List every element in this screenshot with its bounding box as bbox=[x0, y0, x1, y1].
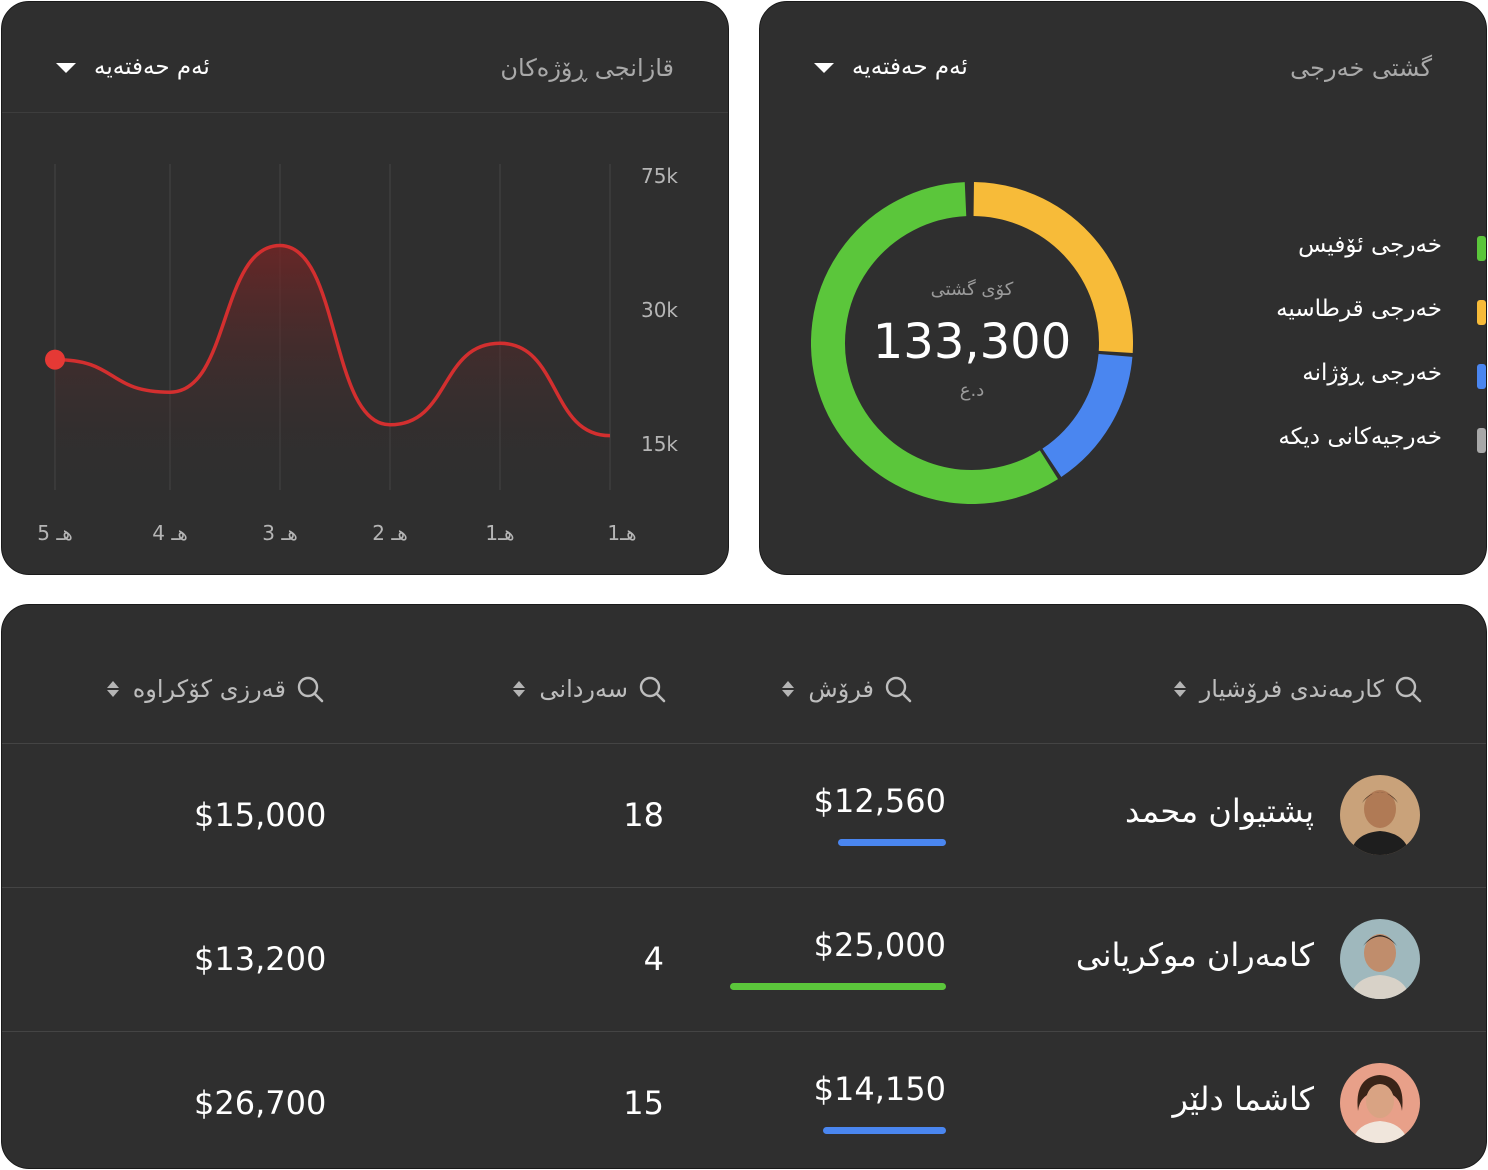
legend-item-daily[interactable]: خەرجی ڕۆژانە bbox=[1186, 360, 1486, 424]
donut-slice[interactable] bbox=[811, 182, 1058, 504]
period-dropdown[interactable]: ئەم حەفتەیە bbox=[814, 54, 968, 80]
column-header-employee[interactable]: کارمەندی فرۆشیار bbox=[1173, 675, 1422, 703]
sales-table-card: کارمەندی فرۆشیار فرۆش سەردانی قەرزی کۆکر… bbox=[1, 604, 1487, 1169]
legend-item-stationery[interactable]: خەرجی قرطاسیە bbox=[1186, 296, 1486, 360]
table-header: کارمەندی فرۆشیار فرۆش سەردانی قەرزی کۆکر… bbox=[2, 605, 1486, 744]
employee-name: پشتیوان محمد bbox=[1125, 792, 1314, 830]
debt-value: $13,200 bbox=[194, 940, 327, 978]
employee-name: کامەران موکریانی bbox=[1075, 936, 1314, 974]
legend-swatch bbox=[1477, 364, 1486, 389]
start-point-marker[interactable] bbox=[45, 349, 65, 370]
caret-down-icon bbox=[814, 63, 834, 73]
column-label: فرۆش bbox=[808, 675, 874, 703]
debt-value: $15,000 bbox=[194, 796, 327, 834]
search-icon[interactable] bbox=[884, 675, 912, 703]
legend-swatch bbox=[1477, 428, 1486, 453]
avatar bbox=[1340, 1063, 1420, 1143]
legend-label: خەرجی ئۆفیس bbox=[1298, 232, 1442, 258]
sort-icon[interactable] bbox=[513, 680, 526, 698]
series-line bbox=[54, 243, 611, 438]
y-tick-label: 75k bbox=[641, 164, 678, 188]
sales-progress-bar bbox=[838, 839, 946, 846]
column-label: سەردانی bbox=[539, 675, 628, 703]
sales-progress-bar bbox=[822, 1127, 946, 1134]
total-unit: د.ع bbox=[959, 380, 985, 401]
x-tick-label: 1هـ bbox=[485, 521, 514, 545]
visits-value: 15 bbox=[623, 1084, 664, 1122]
donut-slice[interactable] bbox=[973, 182, 1133, 353]
sales-value: $12,560 bbox=[813, 782, 946, 820]
column-label: کارمەندی فرۆشیار bbox=[1199, 675, 1384, 703]
area-fill bbox=[55, 245, 610, 490]
avatar bbox=[1340, 775, 1420, 855]
period-label: ئەم حەفتەیە bbox=[852, 54, 968, 80]
donut-center: کۆی گشتی 133,300 د.ع bbox=[811, 182, 1133, 504]
card-title: قازانجی ڕۆژەکان bbox=[500, 54, 674, 82]
total-caption: کۆی گشتی bbox=[930, 279, 1014, 300]
sort-icon[interactable] bbox=[106, 680, 119, 698]
y-tick-label: 30k bbox=[641, 298, 678, 322]
donut-slice[interactable] bbox=[1042, 353, 1133, 477]
search-icon[interactable] bbox=[638, 675, 666, 703]
x-tick-label: 2 هـ bbox=[372, 521, 408, 545]
visits-value: 4 bbox=[643, 940, 664, 978]
visits-value: 18 bbox=[623, 796, 664, 834]
legend-label: خەرجی قرطاسیە bbox=[1276, 296, 1442, 322]
total-value: 133,300 bbox=[872, 314, 1072, 370]
table-row[interactable]: کامەران موکریانی $25,000 4 $13,200 bbox=[2, 888, 1486, 1032]
x-tick-label: 3 هـ bbox=[262, 521, 298, 545]
search-icon[interactable] bbox=[1394, 675, 1422, 703]
period-dropdown[interactable]: ئەم حەفتەیە bbox=[56, 54, 210, 80]
y-tick-label: 15k bbox=[641, 432, 678, 456]
legend-swatch bbox=[1477, 236, 1486, 261]
legend-label: خەرجیەکانی دیکە bbox=[1278, 424, 1442, 450]
search-icon[interactable] bbox=[296, 675, 324, 703]
sales-value: $25,000 bbox=[813, 926, 946, 964]
period-label: ئەم حەفتەیە bbox=[94, 54, 210, 80]
divider bbox=[2, 112, 728, 113]
legend-item-other[interactable]: خەرجیەکانی دیکە bbox=[1186, 424, 1486, 488]
caret-down-icon bbox=[56, 63, 76, 73]
sort-icon[interactable] bbox=[1173, 680, 1186, 698]
legend-swatch bbox=[1477, 300, 1486, 325]
expense-donut-chart bbox=[811, 182, 1133, 504]
sort-icon[interactable] bbox=[782, 680, 795, 698]
column-header-visits[interactable]: سەردانی bbox=[513, 675, 666, 703]
sales-value: $14,150 bbox=[813, 1070, 946, 1108]
earnings-line-chart: 75k 30k 15k 5 هـ 4 هـ 3 هـ 2 هـ 1هـ 1هـ bbox=[37, 164, 678, 545]
legend-item-office[interactable]: خەرجی ئۆفیس bbox=[1186, 232, 1486, 296]
x-tick-label: 1هـ bbox=[607, 521, 636, 545]
table-row[interactable]: پشتیوان محمد $12,560 18 $15,000 bbox=[2, 744, 1486, 888]
expense-legend: خەرجی ئۆفیس خەرجی قرطاسیە خەرجی ڕۆژانە خ… bbox=[1186, 232, 1486, 488]
column-label: قەرزی کۆکراوە bbox=[132, 675, 286, 703]
table-row[interactable]: کاشما دلێر $14,150 15 $26,700 bbox=[2, 1032, 1486, 1168]
card-title: گشتی خەرجی bbox=[1290, 54, 1432, 82]
column-header-sales[interactable]: فرۆش bbox=[782, 675, 912, 703]
x-tick-label: 5 هـ bbox=[37, 521, 73, 545]
employee-name: کاشما دلێر bbox=[1172, 1080, 1314, 1118]
debt-value: $26,700 bbox=[194, 1084, 327, 1122]
legend-label: خەرجی ڕۆژانە bbox=[1302, 360, 1442, 386]
daily-earnings-card: قازانجی ڕۆژەکان ئەم حەفتەیە 75k 30k 15k 5 … bbox=[1, 1, 729, 575]
x-tick-label: 4 هـ bbox=[152, 521, 188, 545]
column-header-debt[interactable]: قەرزی کۆکراوە bbox=[106, 675, 324, 703]
avatar bbox=[1340, 919, 1420, 999]
total-expense-card: گشتی خەرجی ئەم حەفتەیە کۆی گشتی 133,300 … bbox=[759, 1, 1487, 575]
sales-progress-bar bbox=[730, 983, 946, 990]
